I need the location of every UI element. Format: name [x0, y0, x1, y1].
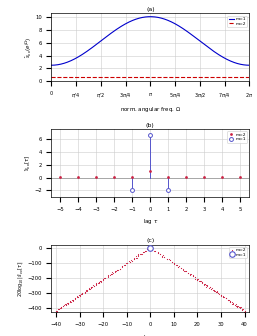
- m=2: [163, 255, 166, 259]
- Legend: m=2, m=1: m=2, m=1: [227, 131, 247, 143]
- m=2: [242, 310, 245, 314]
- m=1: [157, 15, 160, 19]
- m=1: [50, 63, 53, 67]
- X-axis label: norm. angular freq. $\Omega$: norm. angular freq. $\Omega$: [120, 105, 181, 114]
- m=2: [149, 169, 152, 173]
- X-axis label: lag $\tau$: lag $\tau$: [143, 333, 158, 336]
- Line: m=1: m=1: [51, 17, 249, 65]
- m=2: [185, 175, 188, 179]
- m=2: [145, 75, 148, 79]
- m=1: [213, 49, 216, 53]
- m=2: [131, 175, 134, 179]
- Line: m=1: m=1: [130, 133, 170, 193]
- m=1: [144, 15, 147, 19]
- m=1: [248, 63, 251, 67]
- m=2: [203, 175, 206, 179]
- m=2: [212, 75, 215, 79]
- Line: m=2: m=2: [56, 247, 246, 312]
- m=2: [113, 175, 116, 179]
- m=2: [202, 282, 205, 286]
- m=2: [90, 286, 93, 290]
- m=1: [145, 15, 148, 19]
- Title: (a): (a): [146, 7, 155, 12]
- m=1: [149, 15, 152, 19]
- Y-axis label: $\hat{s}_{\nu\nu}(e^{j\Omega})$: $\hat{s}_{\nu\nu}(e^{j\Omega})$: [23, 37, 34, 58]
- m=2: [59, 175, 62, 179]
- m=1: [243, 63, 246, 67]
- Line: m=2: m=2: [59, 170, 242, 179]
- m=2: [144, 75, 147, 79]
- m=2: [221, 175, 224, 179]
- Y-axis label: $20\log_{10}|\hat{s}_{\nu\nu}[\tau]|$: $20\log_{10}|\hat{s}_{\nu\nu}[\tau]|$: [16, 260, 26, 297]
- m=2: [61, 304, 64, 308]
- m=2: [144, 249, 147, 253]
- m=2: [243, 75, 246, 79]
- m=2: [157, 75, 160, 79]
- m=2: [167, 175, 170, 179]
- Legend: m=2, m=1: m=2, m=1: [229, 247, 247, 258]
- m=2: [77, 175, 80, 179]
- m=2: [149, 246, 152, 250]
- m=2: [95, 175, 98, 179]
- m=2: [168, 75, 171, 79]
- m=1: [168, 19, 171, 23]
- m=2: [248, 75, 251, 79]
- m=1: [167, 188, 170, 193]
- m=1: [131, 188, 134, 193]
- Legend: m=1, m=2: m=1, m=2: [227, 16, 247, 27]
- Title: (b): (b): [146, 123, 155, 128]
- Title: (c): (c): [146, 239, 154, 244]
- Y-axis label: $\hat{s}_{\nu\nu}[\tau]$: $\hat{s}_{\nu\nu}[\tau]$: [23, 155, 33, 171]
- m=1: [149, 133, 152, 137]
- m=2: [54, 309, 58, 313]
- m=2: [104, 276, 107, 280]
- m=2: [239, 175, 242, 179]
- m=2: [50, 75, 53, 79]
- X-axis label: lag $\tau$: lag $\tau$: [143, 217, 158, 226]
- m=2: [243, 309, 246, 313]
